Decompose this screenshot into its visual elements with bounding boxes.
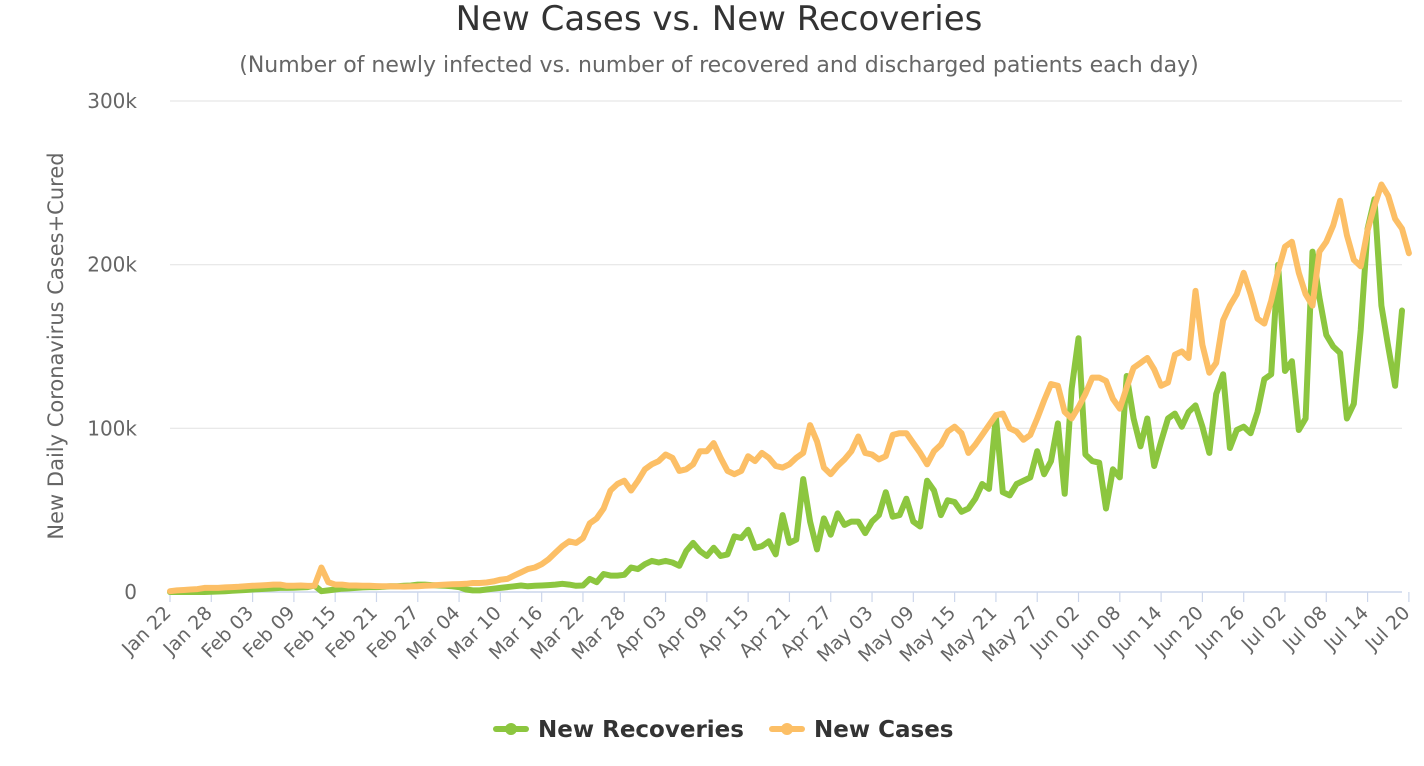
series-line-0 xyxy=(167,196,1405,595)
legend-label: New Cases xyxy=(814,717,953,743)
chart-title: New Cases vs. New Recoveries xyxy=(456,0,983,39)
legend: New Recoveries New Cases xyxy=(493,717,953,743)
y-tick-label: 300k xyxy=(87,89,137,113)
y-axis-label: New Daily Coronavirus Cases+Cured xyxy=(44,152,68,539)
x-tick-label: Jul 02 xyxy=(1237,602,1291,656)
x-tick-label: Jul 20 xyxy=(1361,602,1415,656)
series-lines xyxy=(167,181,1412,595)
x-tick-label: Jul 08 xyxy=(1278,602,1332,656)
y-tick-label: 200k xyxy=(87,253,137,277)
y-tick-label: 100k xyxy=(87,416,137,440)
legend-item-1[interactable]: New Cases xyxy=(769,717,953,743)
legend-marker xyxy=(505,723,517,735)
legend-marker xyxy=(781,723,793,735)
y-tick-label: 0 xyxy=(124,580,137,604)
gridlines xyxy=(170,100,1402,429)
x-tick-label: Jul 14 xyxy=(1319,602,1373,656)
series-line-1 xyxy=(167,181,1412,595)
legend-label: New Recoveries xyxy=(538,717,744,743)
y-axis-ticks: 0 100k 200k 300k xyxy=(87,89,137,604)
chart-subtitle: (Number of newly infected vs. number of … xyxy=(239,53,1198,78)
legend-item-0[interactable]: New Recoveries xyxy=(493,717,744,743)
